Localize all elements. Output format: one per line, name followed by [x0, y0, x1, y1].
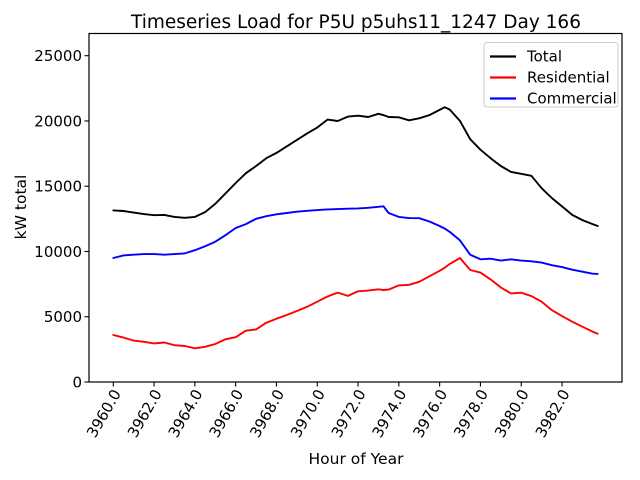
chart-title: Timeseries Load for P5U p5uhs11_1247 Day…	[130, 12, 581, 33]
x-tick-label: 3972.0	[328, 386, 370, 440]
y-tick-label: 25000	[34, 47, 82, 65]
legend-box	[483, 42, 619, 108]
axes-frame	[88, 32, 623, 383]
x-tick-label: 3960.0	[83, 386, 125, 440]
y-axis-label: kW total	[12, 175, 30, 240]
x-tick-label: 3966.0	[205, 386, 247, 440]
y-tick-label: 20000	[34, 112, 82, 130]
legend-label-total: Total	[526, 48, 562, 66]
x-tick-label: 3980.0	[491, 386, 533, 440]
x-tick-label: 3982.0	[532, 386, 574, 440]
y-tick-label: 10000	[34, 243, 82, 261]
legend-label-commercial: Commercial	[527, 90, 617, 108]
x-tick-label: 3978.0	[450, 386, 492, 440]
x-tick-label: 3962.0	[124, 386, 166, 440]
y-tick-label: 5000	[44, 308, 82, 326]
x-tick-label: 3970.0	[287, 386, 329, 440]
x-tick-label: 3968.0	[246, 386, 288, 440]
x-tick-label: 3964.0	[165, 386, 207, 440]
x-axis-label: Hour of Year	[309, 450, 405, 468]
x-tick-label: 3974.0	[369, 386, 411, 440]
legend-label-residential: Residential	[527, 69, 610, 87]
y-tick-label: 0	[72, 374, 82, 392]
x-tick-label: 3976.0	[409, 386, 451, 440]
series-line-commercial	[112, 205, 599, 275]
y-tick-label: 15000	[34, 178, 82, 196]
series-line-total	[112, 106, 599, 227]
legend: Total Residential Commercial	[483, 42, 619, 108]
series-line-residential	[112, 257, 599, 350]
